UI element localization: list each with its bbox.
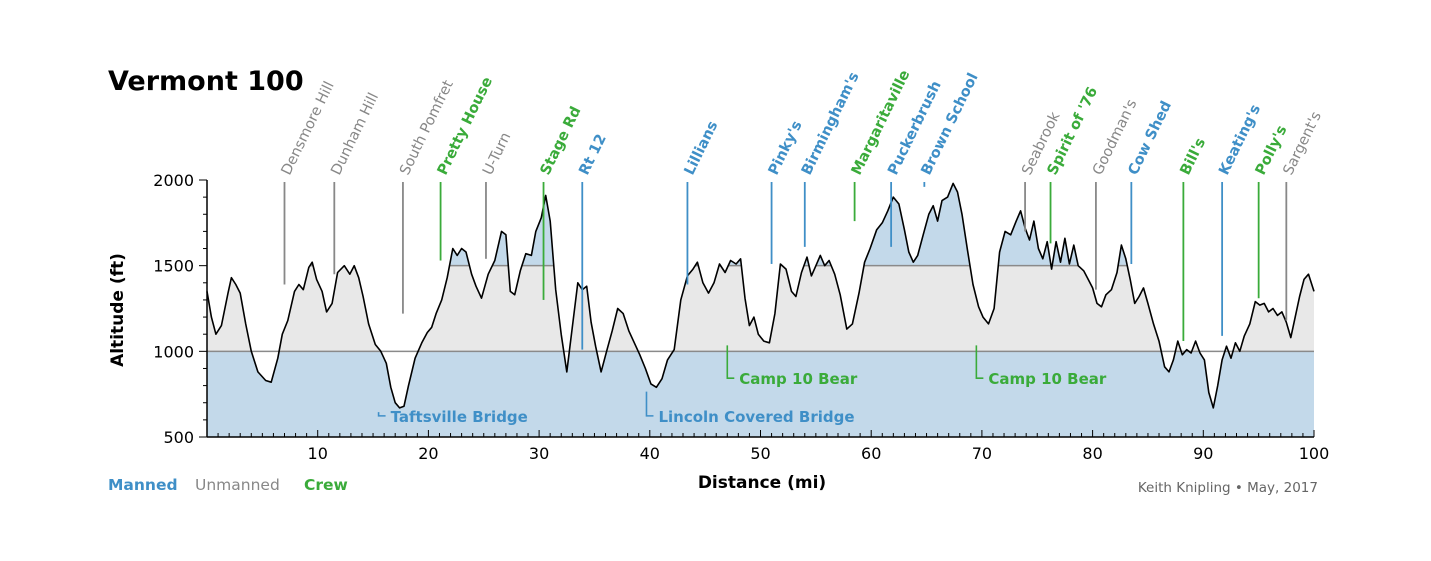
x-axis-title: Distance (mi) — [698, 473, 826, 493]
profile-line — [206, 182, 1315, 409]
y-tick-label: 500 — [163, 428, 194, 447]
annotation-label: Lincoln Covered Bridge — [658, 408, 854, 426]
legend-crew: Crew — [304, 476, 348, 494]
annotation-label: Camp 10 Bear — [739, 370, 858, 388]
station-label: U-Turn — [480, 130, 514, 178]
x-tick-label: 90 — [1193, 444, 1213, 463]
chart-title: Vermont 100 — [108, 66, 304, 97]
station-keating-s: Keating's — [1216, 102, 1264, 336]
station-label: Dunham Hill — [329, 90, 383, 177]
annotation-leader — [377, 412, 386, 417]
station-dunham-hill: Dunham Hill — [329, 90, 383, 275]
x-tick-label: 40 — [640, 444, 660, 463]
profile-line-group — [206, 182, 1315, 409]
station-lillians: Lillians — [682, 119, 722, 285]
y-tick-label: 1500 — [153, 257, 194, 276]
annotation-lincoln-covered-bridge: Lincoln Covered Bridge — [645, 391, 855, 426]
legend-unmanned: Unmanned — [195, 476, 280, 494]
fill-above-1500 — [207, 183, 1314, 266]
y-axis-title: Altitude (ft) — [108, 253, 128, 367]
legend: Manned Unmanned Crew — [108, 476, 348, 494]
x-tick-label: 20 — [418, 444, 438, 463]
station-label: Bill's — [1178, 136, 1209, 178]
station-densmore-hill: Densmore Hill — [279, 79, 338, 285]
axes: 10 20 30 40 50 60 70 80 90 100 500 1000 1500 2000 — [153, 171, 1329, 463]
annotation-label: Taftsville Bridge — [391, 408, 528, 426]
x-tick-label: 100 — [1299, 444, 1330, 463]
annotation-leader — [726, 345, 735, 379]
station-label: Lillians — [682, 119, 722, 178]
x-tick-label: 70 — [972, 444, 992, 463]
annotation-taftsville-bridge: Taftsville Bridge — [377, 408, 528, 426]
station-birmingham-s: Birmingham's — [799, 70, 863, 247]
station-polly-s: Polly's — [1253, 123, 1291, 299]
station-goodman-s: Goodman's — [1090, 97, 1140, 290]
station-bill-s: Bill's — [1178, 136, 1209, 342]
annotation-label: Camp 10 Bear — [988, 370, 1107, 388]
x-tick-label: 10 — [308, 444, 328, 463]
station-cow-shed: Cow Shed — [1126, 99, 1175, 264]
annotation-leader — [645, 391, 654, 417]
station-pinky-s: Pinky's — [766, 119, 806, 264]
x-tick-label: 30 — [529, 444, 549, 463]
x-tick-label: 80 — [1082, 444, 1102, 463]
station-u-turn: U-Turn — [480, 130, 514, 259]
bottom-annotations: Taftsville Bridge Camp 10 Bear Lincoln Cov… — [377, 345, 1107, 426]
station-label: Sargent's — [1281, 109, 1325, 177]
y-tick-label: 2000 — [153, 171, 194, 190]
annotation-camp-10-bear: Camp 10 Bear — [975, 345, 1107, 388]
station-rt-12: Rt 12 — [576, 132, 610, 350]
legend-manned: Manned — [108, 476, 178, 494]
station-label: Rt 12 — [576, 132, 609, 178]
credit-text: Keith Knipling • May, 2017 — [1138, 480, 1318, 496]
annotation-leader — [975, 345, 984, 379]
y-tick-label: 1000 — [153, 342, 194, 361]
annotation-camp-10-bear: Camp 10 Bear — [726, 345, 858, 388]
x-tick-label: 50 — [750, 444, 770, 463]
x-tick-label: 60 — [861, 444, 881, 463]
